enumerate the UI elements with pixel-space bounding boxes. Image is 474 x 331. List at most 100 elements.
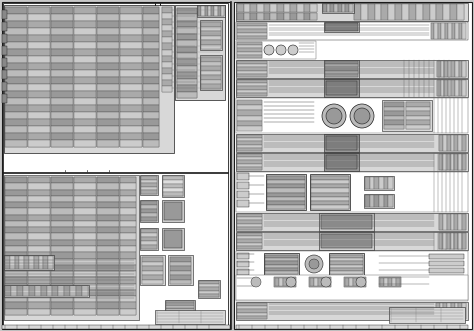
Bar	[443, 4, 450, 20]
Bar	[74, 70, 96, 77]
Bar	[5, 14, 27, 21]
Bar	[447, 135, 451, 151]
Bar	[51, 177, 73, 315]
Bar	[162, 50, 172, 56]
Bar	[237, 26, 267, 29]
Bar	[311, 176, 349, 180]
Bar	[168, 255, 193, 285]
Bar	[201, 35, 221, 40]
Bar	[310, 13, 317, 20]
Bar	[28, 91, 50, 98]
Bar	[379, 277, 401, 287]
Bar	[324, 134, 359, 152]
Bar	[51, 303, 73, 309]
Bar	[236, 302, 468, 320]
Bar	[5, 177, 27, 315]
Bar	[74, 303, 96, 309]
Bar	[162, 228, 184, 250]
Bar	[436, 303, 440, 319]
Bar	[51, 126, 73, 133]
Bar	[51, 271, 73, 277]
Bar	[199, 294, 219, 297]
Bar	[120, 28, 142, 35]
Bar	[142, 257, 163, 284]
Bar	[265, 258, 298, 261]
Bar	[28, 196, 50, 202]
Bar	[396, 278, 400, 286]
Bar	[170, 266, 191, 270]
Bar	[162, 74, 172, 80]
Bar	[342, 4, 346, 12]
Bar	[444, 303, 447, 319]
Bar	[346, 4, 349, 12]
Bar	[141, 209, 157, 213]
Bar	[4, 175, 139, 320]
Bar	[29, 256, 34, 269]
Bar	[97, 227, 119, 233]
Bar	[267, 193, 305, 197]
Bar	[237, 138, 262, 141]
Bar	[28, 49, 50, 56]
Bar	[237, 167, 262, 170]
Bar	[177, 15, 197, 21]
Bar	[28, 112, 50, 119]
Bar	[143, 7, 159, 147]
Bar	[374, 195, 379, 207]
Bar	[74, 49, 96, 56]
Bar	[304, 13, 310, 20]
Bar	[237, 316, 267, 319]
Bar	[162, 43, 172, 50]
Circle shape	[354, 108, 370, 124]
Bar	[74, 140, 96, 147]
Bar	[200, 55, 222, 90]
Bar	[368, 4, 374, 20]
Bar	[142, 270, 163, 275]
Bar	[163, 184, 183, 188]
Bar	[447, 233, 451, 249]
Bar	[28, 183, 50, 190]
Bar	[74, 277, 96, 284]
Bar	[283, 13, 291, 20]
Bar	[265, 271, 298, 274]
Bar	[277, 13, 283, 20]
Bar	[97, 196, 119, 202]
Bar	[416, 4, 423, 20]
Bar	[443, 135, 447, 151]
Bar	[28, 303, 50, 309]
Bar	[237, 246, 262, 249]
Bar	[28, 133, 50, 140]
Bar	[304, 4, 310, 12]
Bar	[311, 184, 349, 188]
Bar	[28, 28, 50, 35]
Bar	[310, 278, 314, 286]
Bar	[74, 77, 96, 84]
Bar	[319, 213, 374, 231]
Bar	[447, 154, 451, 170]
Bar	[374, 4, 382, 20]
Bar	[28, 202, 50, 208]
Bar	[97, 56, 119, 63]
Bar	[163, 192, 183, 196]
Bar	[120, 240, 136, 246]
Bar	[51, 252, 73, 259]
Bar	[175, 5, 225, 100]
Bar	[221, 6, 224, 16]
Bar	[237, 200, 249, 207]
Bar	[28, 240, 50, 246]
Bar	[74, 98, 96, 105]
Bar	[257, 13, 264, 20]
Bar	[236, 275, 468, 300]
Bar	[4, 5, 174, 153]
Bar	[265, 268, 298, 271]
Bar	[170, 257, 191, 261]
Bar	[237, 105, 262, 110]
Bar	[28, 177, 50, 315]
Bar	[120, 133, 142, 140]
Bar	[28, 14, 50, 21]
Bar	[5, 42, 27, 49]
Bar	[445, 23, 448, 39]
Bar	[325, 64, 358, 68]
Bar	[177, 85, 197, 92]
Circle shape	[305, 255, 323, 273]
Bar	[97, 265, 119, 271]
